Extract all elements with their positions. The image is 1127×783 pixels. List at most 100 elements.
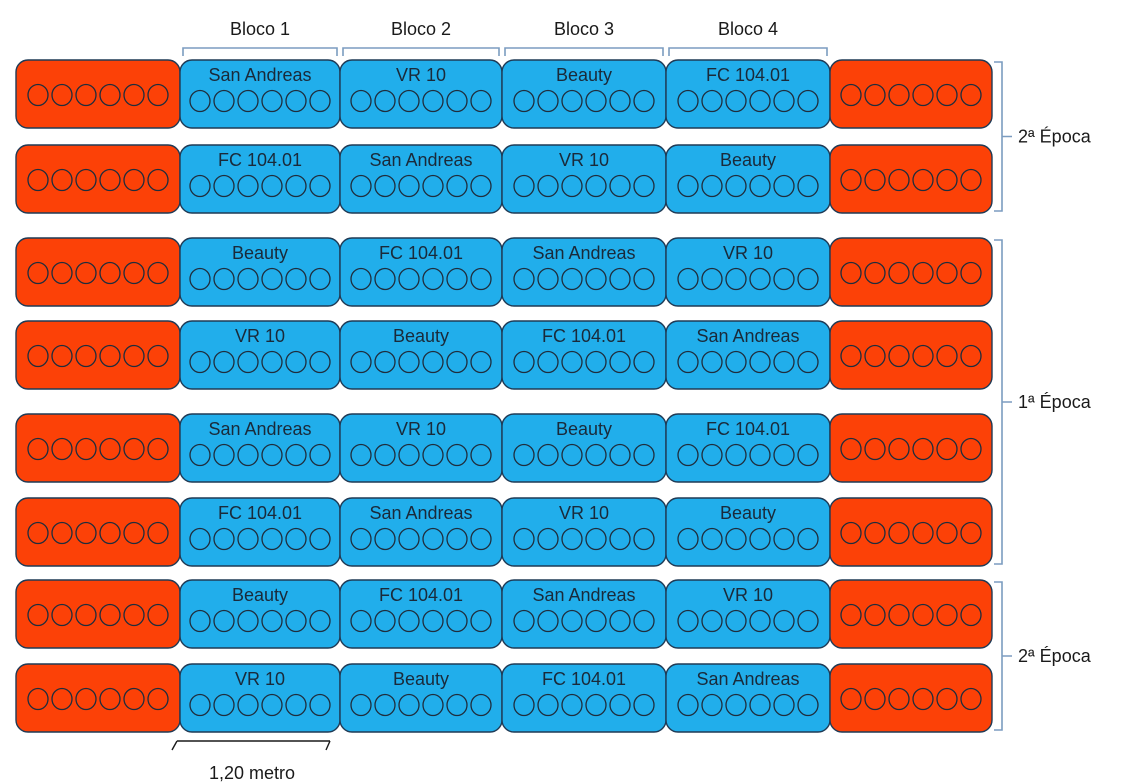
plant-circle (537, 609, 559, 633)
plant-circle (261, 89, 283, 113)
plant-circle (27, 168, 49, 192)
plant-circle (350, 609, 372, 633)
plant-circle (864, 437, 886, 461)
plant-circle (422, 609, 444, 633)
plant-circle (888, 83, 910, 107)
plant-circle (677, 174, 699, 198)
plant-circle (147, 603, 169, 627)
epoch-bracket (994, 581, 1012, 731)
plant-circle (309, 609, 331, 633)
scale-label: 1,20 metro (209, 763, 295, 783)
plant-circle (470, 527, 492, 551)
plant-circle (189, 89, 211, 113)
plant-circle (561, 527, 583, 551)
plant-circle (725, 443, 747, 467)
plant-circle (189, 527, 211, 551)
plant-circle (609, 89, 631, 113)
variety-label: Beauty (393, 326, 449, 346)
scale-line (171, 740, 331, 751)
variety-label: VR 10 (723, 585, 773, 605)
plant-circle (99, 83, 121, 107)
plant-circle (960, 261, 982, 285)
plot-row: FC 104.01 San Andreas VR 10 Beauty (15, 144, 993, 214)
epoch-bracket (994, 239, 1012, 565)
plant-circle (749, 89, 771, 113)
plot-row: Beauty FC 104.01 San Andreas VR 10 (15, 237, 993, 307)
plant-circle (513, 267, 535, 291)
plant-circle (677, 609, 699, 633)
plot-row: San Andreas VR 10 Beauty FC 104.01 (15, 413, 993, 483)
plant-circle (27, 437, 49, 461)
plant-circle (585, 89, 607, 113)
border-plot (15, 237, 181, 307)
plant-circle (749, 350, 771, 374)
plant-circle (422, 350, 444, 374)
plant-circle (350, 174, 372, 198)
plant-circle (398, 89, 420, 113)
plant-circle (513, 89, 535, 113)
plant-circle (537, 443, 559, 467)
plant-circle (701, 89, 723, 113)
plant-circle (960, 168, 982, 192)
plant-circle (797, 267, 819, 291)
plant-circle (701, 443, 723, 467)
plant-circle (633, 267, 655, 291)
plot-row: FC 104.01 San Andreas VR 10 Beauty (15, 497, 993, 567)
plant-circle (609, 174, 631, 198)
plant-circle (960, 521, 982, 545)
plant-circle (585, 527, 607, 551)
plant-circle (960, 344, 982, 368)
border-plot (15, 144, 181, 214)
plant-circle (561, 89, 583, 113)
plant-circle (123, 168, 145, 192)
plant-circle (773, 89, 795, 113)
plant-circle (773, 443, 795, 467)
plant-circle (470, 89, 492, 113)
plant-circle (725, 89, 747, 113)
variety-label: San Andreas (208, 65, 311, 85)
plant-circle (213, 267, 235, 291)
plant-circle (936, 687, 958, 711)
plant-circle (285, 609, 307, 633)
plant-circle (123, 344, 145, 368)
variety-label: Beauty (720, 150, 776, 170)
plant-circle (398, 693, 420, 717)
plant-circle (470, 609, 492, 633)
plant-circle (677, 89, 699, 113)
plant-circle (27, 603, 49, 627)
epoch-label: 2ª Época (1018, 127, 1092, 147)
variety-label: FC 104.01 (706, 65, 790, 85)
plant-circle (912, 83, 934, 107)
variety-label: FC 104.01 (379, 243, 463, 263)
plant-circle (285, 527, 307, 551)
plant-circle (633, 693, 655, 717)
plant-circle (840, 521, 862, 545)
plant-circle (864, 83, 886, 107)
plant-circle (309, 443, 331, 467)
plant-circle (470, 174, 492, 198)
plant-circle (99, 521, 121, 545)
variety-label: San Andreas (696, 669, 799, 689)
plant-circle (561, 174, 583, 198)
plant-circle (609, 609, 631, 633)
epoch-label: 2ª Época (1018, 646, 1092, 666)
plant-circle (237, 174, 259, 198)
plant-circle (398, 174, 420, 198)
plant-circle (147, 521, 169, 545)
plant-circle (189, 350, 211, 374)
variety-label: VR 10 (396, 65, 446, 85)
plant-circle (936, 344, 958, 368)
plant-circle (147, 437, 169, 461)
plant-circle (513, 174, 535, 198)
plant-circle (75, 83, 97, 107)
border-plot (15, 59, 181, 129)
plant-circle (374, 267, 396, 291)
variety-label: VR 10 (559, 150, 609, 170)
plant-circle (213, 174, 235, 198)
plant-circle (51, 437, 73, 461)
plant-circle (374, 174, 396, 198)
plant-circle (585, 174, 607, 198)
plant-circle (261, 609, 283, 633)
plant-circle (840, 344, 862, 368)
plant-circle (888, 437, 910, 461)
